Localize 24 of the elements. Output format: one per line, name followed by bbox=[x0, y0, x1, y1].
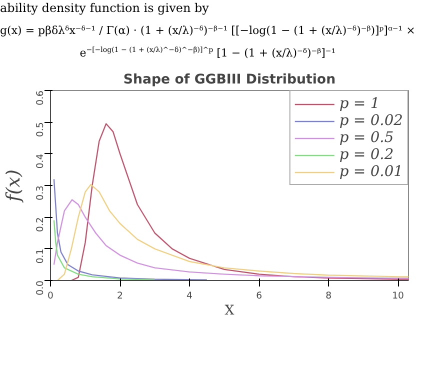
y-tick-label: 0.6 bbox=[35, 90, 46, 106]
text: g(x) = pβδλᵟx⁻ᵟ⁻¹ / Γ(α) · (1 + (x/λ)⁻ᵟ)⁻ᵝ⁻¹ [[−log(1 − (1 + (x/λ)⁻ᵟ)⁻ᵝ)]ᵖ]ᵅ⁻¹ × bbox=[0, 23, 416, 39]
y-tick-label: 0.2 bbox=[35, 217, 46, 232]
x-tick-label: 6 bbox=[256, 290, 262, 302]
legend-label: p = 0.2 bbox=[339, 146, 394, 164]
x-tick-label: 10 bbox=[392, 290, 404, 302]
text: ability density function is given by bbox=[0, 0, 210, 17]
legend-label: p = 0.5 bbox=[339, 129, 394, 146]
y-tick-label: 0.0 bbox=[35, 280, 46, 296]
x-axis-title: X bbox=[224, 304, 235, 319]
x-tick-label: 8 bbox=[326, 290, 332, 302]
x-tick-label: 0 bbox=[48, 290, 54, 302]
x-tick-label: 2 bbox=[117, 290, 123, 302]
y-tick-label: 0.5 bbox=[35, 122, 46, 138]
y-tick-label: 0.3 bbox=[35, 186, 46, 201]
chart-title: Shape of GGBIII Distribution bbox=[123, 72, 336, 88]
y-tick-label: 0.4 bbox=[35, 154, 46, 169]
legend-label: p = 0.02 bbox=[339, 112, 403, 130]
legend-label: p = 0.01 bbox=[339, 163, 403, 180]
x-tick-label: 4 bbox=[186, 290, 193, 302]
y-axis-title: f(x) bbox=[4, 170, 24, 204]
y-tick-label: 0.1 bbox=[35, 248, 46, 264]
text: e$^{−[−log(1 − (1 + (x/λ)^−δ)^−β)]^p}$ [1 − (1 + (x/λ)⁻ᵟ)⁻ᵝ]⁻¹ bbox=[78, 44, 337, 62]
legend-label: p = 1 bbox=[339, 95, 380, 112]
